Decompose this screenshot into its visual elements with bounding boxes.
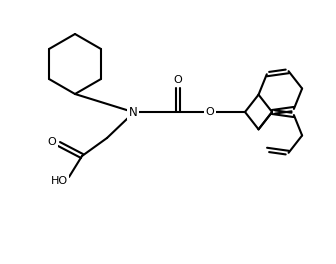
- Text: HO: HO: [50, 176, 68, 186]
- Text: N: N: [129, 106, 137, 119]
- Text: O: O: [174, 75, 182, 85]
- Text: O: O: [206, 107, 214, 117]
- Text: O: O: [48, 137, 56, 147]
